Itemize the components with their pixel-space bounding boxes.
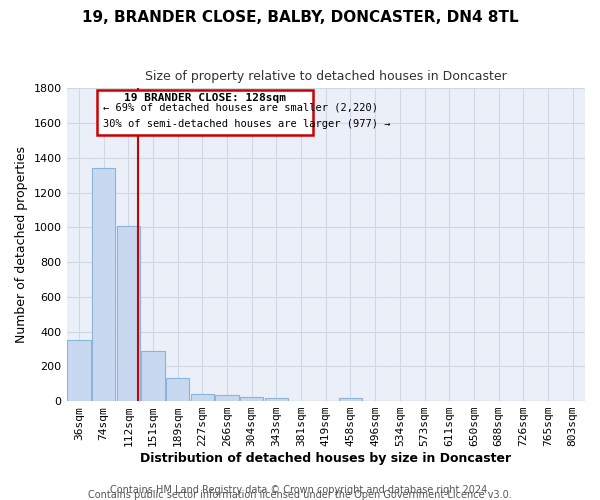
Bar [265, 398, 288, 401]
Text: Contains HM Land Registry data © Crown copyright and database right 2024.: Contains HM Land Registry data © Crown c… [110, 485, 490, 495]
Bar [141, 350, 164, 401]
Text: 19, BRANDER CLOSE, BALBY, DONCASTER, DN4 8TL: 19, BRANDER CLOSE, BALBY, DONCASTER, DN4… [82, 10, 518, 25]
Text: Contains public sector information licensed under the Open Government Licence v3: Contains public sector information licen… [88, 490, 512, 500]
Text: ← 69% of detached houses are smaller (2,220): ← 69% of detached houses are smaller (2,… [103, 102, 377, 112]
Bar [215, 395, 239, 401]
Bar [240, 396, 263, 401]
Bar [67, 340, 91, 401]
Bar [92, 168, 115, 401]
Bar [191, 394, 214, 401]
X-axis label: Distribution of detached houses by size in Doncaster: Distribution of detached houses by size … [140, 452, 511, 465]
FancyBboxPatch shape [97, 90, 313, 135]
Bar [339, 398, 362, 401]
Text: 30% of semi-detached houses are larger (977) →: 30% of semi-detached houses are larger (… [103, 119, 390, 129]
Bar [116, 226, 140, 401]
Text: 19 BRANDER CLOSE: 128sqm: 19 BRANDER CLOSE: 128sqm [124, 93, 286, 103]
Bar [166, 378, 190, 401]
Y-axis label: Number of detached properties: Number of detached properties [15, 146, 28, 343]
Title: Size of property relative to detached houses in Doncaster: Size of property relative to detached ho… [145, 70, 506, 83]
